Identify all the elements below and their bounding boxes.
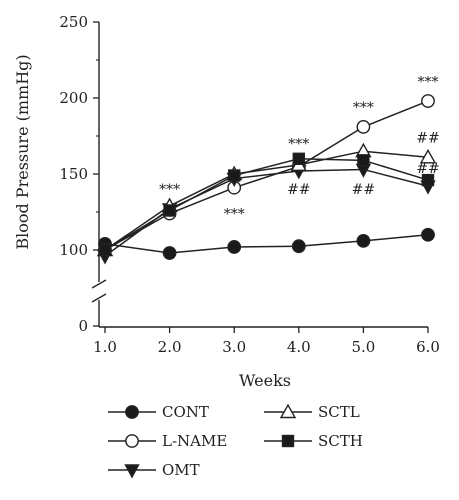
- series-points-scth: [98, 152, 435, 257]
- axes: 0 100 150 200 250 1.0 2.0 3.0 4.0 5.0 6.0: [59, 13, 440, 356]
- legend-marker-scth: [281, 434, 295, 448]
- x-axis-label: Weeks: [239, 371, 291, 390]
- data-point-cont: [421, 227, 435, 242]
- significance-marker: ##: [287, 182, 310, 198]
- annotation-layer: *** *** *** ## *** ## *** ## ##: [159, 74, 440, 222]
- y-tick-label: 150: [59, 165, 88, 183]
- legend-item-omt: OMT: [108, 461, 200, 479]
- legend-label: CONT: [162, 403, 209, 421]
- data-point-cont: [356, 233, 371, 248]
- series-line-sctl: [104, 150, 429, 251]
- series-line-cont: [104, 234, 429, 254]
- data-point-scth: [163, 204, 176, 217]
- data-point-scth: [421, 173, 435, 187]
- y-axis-break-mark: [91, 293, 107, 303]
- legend-marker-l-name: [125, 434, 139, 448]
- legend: CONT L-NAME OMT SCTL SCTH: [108, 403, 363, 479]
- legend-item-cont: CONT: [108, 403, 209, 421]
- legend-label: L-NAME: [162, 432, 227, 450]
- significance-marker: ***: [288, 137, 309, 153]
- series-points-omt: [97, 163, 436, 265]
- y-tick-label: 200: [59, 89, 88, 107]
- legend-label: OMT: [162, 461, 200, 479]
- data-point-cont: [291, 239, 306, 254]
- series-l-name: [104, 100, 429, 251]
- significance-marker: ***: [418, 74, 439, 90]
- legend-item-sctl: SCTL: [264, 403, 360, 421]
- x-tick-label: 5.0: [351, 338, 375, 356]
- significance-marker: ##: [416, 161, 439, 177]
- series-layer: [96, 94, 437, 265]
- data-point-l-name: [421, 94, 435, 108]
- significance-marker: ***: [224, 207, 245, 223]
- series-scth: [104, 158, 429, 251]
- legend-label: SCTH: [318, 432, 363, 450]
- legend-item-l-name: L-NAME: [108, 432, 227, 450]
- x-tick-label: 4.0: [287, 338, 311, 356]
- data-point-cont: [227, 240, 242, 254]
- legend-marker-sctl: [279, 403, 297, 419]
- y-tick-label: 100: [59, 241, 88, 259]
- y-axis-break-mark: [91, 279, 107, 289]
- series-line-l-name: [104, 100, 429, 251]
- data-point-scth: [357, 154, 370, 167]
- legend-label: SCTL: [318, 403, 360, 421]
- series-cont: [104, 234, 429, 254]
- x-tick-label: 1.0: [93, 338, 117, 356]
- series-line-omt: [104, 168, 429, 257]
- data-point-scth: [227, 169, 241, 182]
- data-point-scth: [98, 243, 112, 257]
- y-axis-label: Blood Pressure (mmHg): [13, 54, 32, 249]
- significance-marker: ##: [352, 182, 375, 198]
- series-omt: [104, 168, 429, 257]
- y-tick-label: 0: [78, 317, 88, 335]
- data-point-l-name: [356, 119, 371, 134]
- x-tick-label: 3.0: [222, 338, 246, 356]
- legend-marker-cont: [125, 405, 139, 419]
- data-point-sctl: [419, 148, 437, 164]
- data-point-cont: [162, 246, 177, 260]
- y-tick-label: 250: [59, 13, 88, 31]
- x-tick-label: 2.0: [158, 338, 182, 356]
- data-point-scth: [292, 152, 305, 166]
- series-line-scth: [104, 158, 429, 251]
- series-sctl: [104, 150, 429, 251]
- significance-marker: ##: [416, 131, 439, 147]
- significance-marker: ***: [353, 100, 374, 116]
- significance-marker: ***: [159, 182, 180, 198]
- x-tick-label: 6.0: [416, 338, 440, 356]
- legend-marker-omt: [124, 464, 140, 479]
- series-points-cont: [98, 227, 435, 260]
- legend-item-scth: SCTH: [264, 432, 363, 450]
